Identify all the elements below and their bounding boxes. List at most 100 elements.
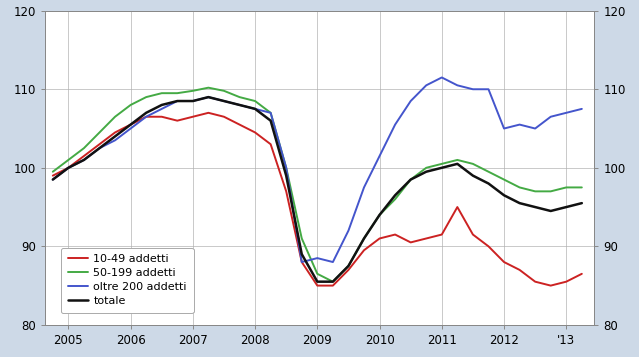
50-199 addetti (314, 272, 321, 276)
50-199 addetti (562, 185, 570, 190)
50-199 addetti (204, 86, 212, 90)
totale (49, 177, 57, 182)
totale (484, 181, 492, 186)
10-49 addetti (531, 280, 539, 284)
50-199 addetti (547, 189, 555, 193)
oltre 200 addetti (531, 126, 539, 131)
totale (360, 236, 368, 241)
Legend: 10-49 addetti, 50-199 addetti, oltre 200 addetti, totale: 10-49 addetti, 50-199 addetti, oltre 200… (61, 248, 194, 313)
50-199 addetti (220, 89, 227, 93)
totale (111, 134, 119, 139)
10-49 addetti (344, 268, 352, 272)
oltre 200 addetti (500, 126, 508, 131)
totale (96, 146, 104, 150)
10-49 addetti (267, 142, 275, 146)
totale (344, 264, 352, 268)
10-49 addetti (158, 115, 166, 119)
oltre 200 addetti (204, 95, 212, 99)
50-199 addetti (298, 236, 305, 241)
oltre 200 addetti (547, 115, 555, 119)
50-199 addetti (344, 264, 352, 268)
10-49 addetti (562, 280, 570, 284)
oltre 200 addetti (267, 111, 275, 115)
totale (204, 95, 212, 99)
50-199 addetti (438, 162, 445, 166)
oltre 200 addetti (484, 87, 492, 91)
totale (65, 166, 72, 170)
oltre 200 addetti (158, 107, 166, 111)
totale (469, 174, 477, 178)
50-199 addetti (422, 166, 430, 170)
totale (329, 280, 337, 284)
totale (267, 119, 275, 123)
totale (173, 99, 181, 103)
50-199 addetti (267, 111, 275, 115)
10-49 addetti (516, 268, 523, 272)
oltre 200 addetti (173, 99, 181, 103)
oltre 200 addetti (516, 122, 523, 127)
totale (391, 193, 399, 197)
10-49 addetti (454, 205, 461, 209)
totale (189, 99, 197, 103)
Line: 10-49 addetti: 10-49 addetti (53, 113, 582, 286)
10-49 addetti (142, 115, 150, 119)
10-49 addetti (236, 122, 243, 127)
10-49 addetti (189, 115, 197, 119)
oltre 200 addetti (298, 260, 305, 264)
totale (578, 201, 586, 205)
50-199 addetti (407, 177, 415, 182)
10-49 addetti (484, 244, 492, 248)
50-199 addetti (329, 280, 337, 284)
oltre 200 addetti (438, 75, 445, 80)
10-49 addetti (96, 142, 104, 146)
10-49 addetti (173, 119, 181, 123)
50-199 addetti (469, 162, 477, 166)
oltre 200 addetti (236, 103, 243, 107)
50-199 addetti (127, 103, 134, 107)
oltre 200 addetti (344, 228, 352, 233)
oltre 200 addetti (562, 111, 570, 115)
totale (531, 205, 539, 209)
oltre 200 addetti (314, 256, 321, 260)
Line: 50-199 addetti: 50-199 addetti (53, 88, 582, 282)
50-199 addetti (96, 130, 104, 135)
Line: totale: totale (53, 97, 582, 282)
10-49 addetti (80, 154, 88, 158)
oltre 200 addetti (376, 154, 383, 158)
oltre 200 addetti (189, 99, 197, 103)
oltre 200 addetti (422, 83, 430, 87)
totale (500, 193, 508, 197)
50-199 addetti (142, 95, 150, 99)
10-49 addetti (220, 115, 227, 119)
50-199 addetti (173, 91, 181, 95)
50-199 addetti (391, 197, 399, 201)
oltre 200 addetti (65, 166, 72, 170)
50-199 addetti (578, 185, 586, 190)
oltre 200 addetti (360, 185, 368, 190)
totale (422, 170, 430, 174)
oltre 200 addetti (329, 260, 337, 264)
totale (562, 205, 570, 209)
totale (376, 213, 383, 217)
10-49 addetti (469, 232, 477, 237)
50-199 addetti (531, 189, 539, 193)
totale (314, 280, 321, 284)
10-49 addetti (391, 232, 399, 237)
50-199 addetti (251, 99, 259, 103)
50-199 addetti (516, 185, 523, 190)
10-49 addetti (49, 174, 57, 178)
50-199 addetti (189, 89, 197, 93)
50-199 addetti (111, 115, 119, 119)
oltre 200 addetti (578, 107, 586, 111)
10-49 addetti (251, 130, 259, 135)
10-49 addetti (422, 236, 430, 241)
50-199 addetti (236, 95, 243, 99)
totale (251, 107, 259, 111)
oltre 200 addetti (127, 126, 134, 131)
totale (516, 201, 523, 205)
10-49 addetti (314, 283, 321, 288)
totale (282, 174, 290, 178)
totale (127, 122, 134, 127)
10-49 addetti (360, 248, 368, 252)
50-199 addetti (376, 213, 383, 217)
